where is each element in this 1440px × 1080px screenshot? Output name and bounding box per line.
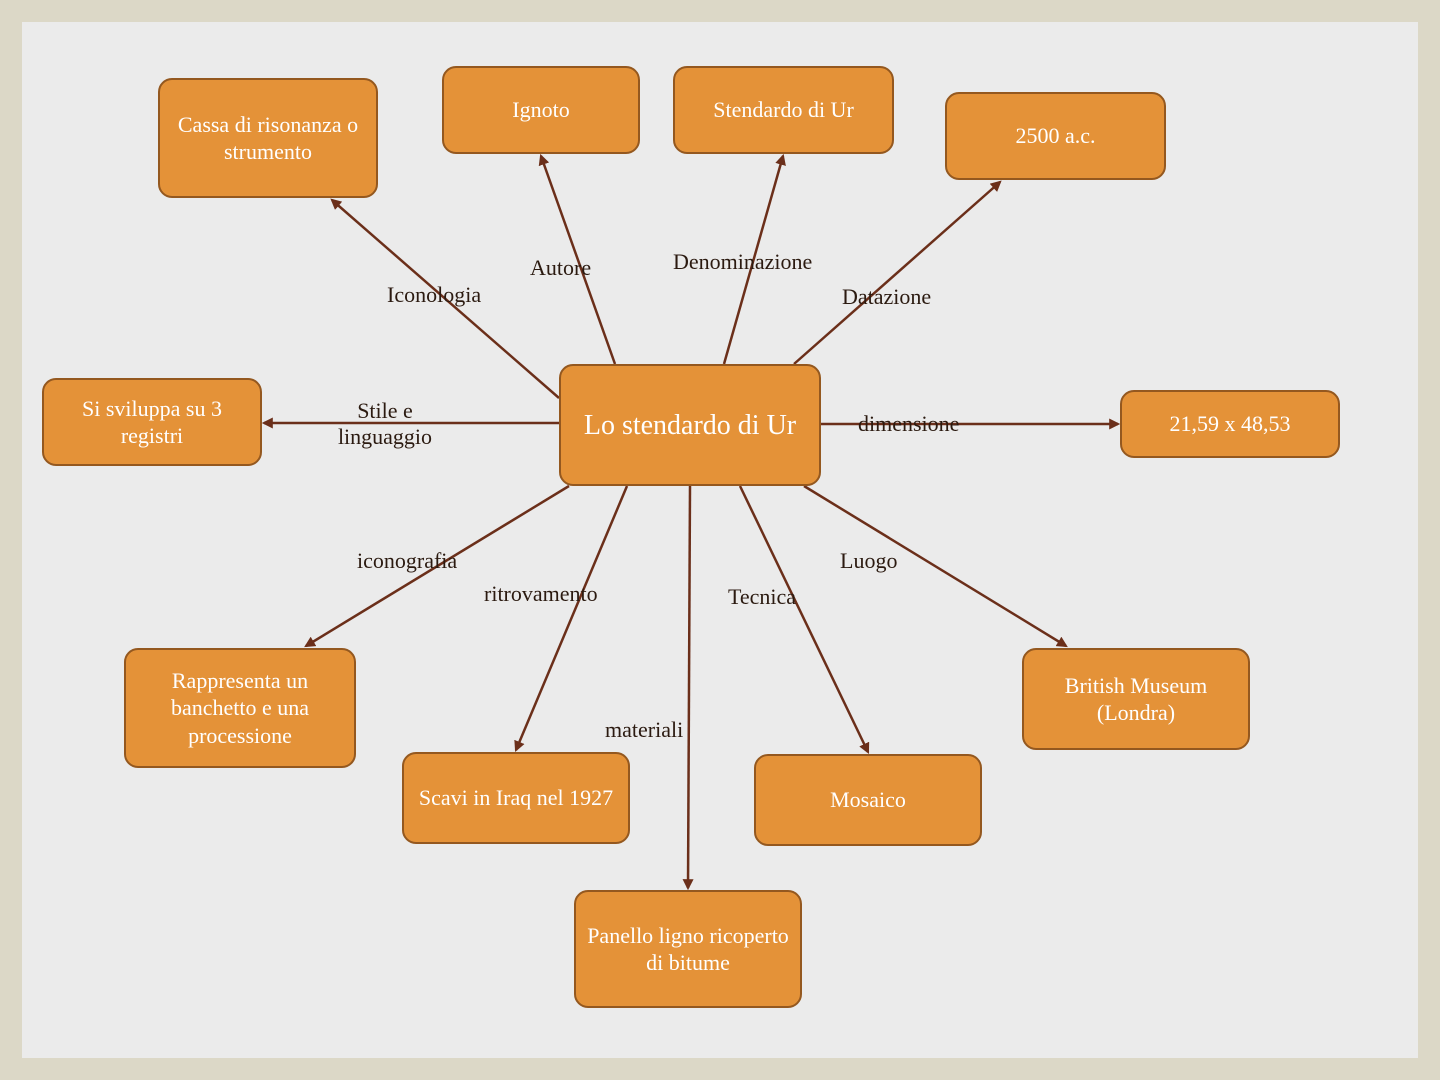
edge-label: Stile e linguaggio <box>325 398 445 450</box>
leaf-node-stile: Si sviluppa su 3 registri <box>42 378 262 466</box>
leaf-node-iconologia: Cassa di risonanza o strumento <box>158 78 378 198</box>
edge-label: iconografia <box>357 548 457 574</box>
leaf-node-ritrovamento: Scavi in Iraq nel 1927 <box>402 752 630 844</box>
node-label: Rappresenta un banchetto e una processio… <box>136 667 344 750</box>
leaf-node-luogo: British Museum (Londra) <box>1022 648 1250 750</box>
leaf-node-materiali: Panello ligno ricoperto di bitume <box>574 890 802 1008</box>
node-label: 21,59 x 48,53 <box>1170 410 1291 438</box>
edge-label: dimensione <box>858 411 959 437</box>
node-label: Lo stendardo di Ur <box>584 408 796 443</box>
edge-label: Datazione <box>842 284 931 310</box>
leaf-node-iconografia: Rappresenta un banchetto e una processio… <box>124 648 356 768</box>
node-label: Scavi in Iraq nel 1927 <box>419 784 613 812</box>
leaf-node-dimensione: 21,59 x 48,53 <box>1120 390 1340 458</box>
node-label: Panello ligno ricoperto di bitume <box>586 922 790 977</box>
node-label: Ignoto <box>512 96 569 124</box>
diagram-canvas: Autore Denominazione Datazione Iconologia St… <box>0 0 1440 1080</box>
node-label: Stendardo di Ur <box>713 96 854 124</box>
edge-label: Autore <box>530 255 591 281</box>
edge-label: Iconologia <box>387 282 481 308</box>
center-node: Lo stendardo di Ur <box>559 364 821 486</box>
leaf-node-ignoto: Ignoto <box>442 66 640 154</box>
leaf-node-denom: Stendardo di Ur <box>673 66 894 154</box>
node-label: 2500 a.c. <box>1015 122 1095 150</box>
edge-label: ritrovamento <box>484 581 598 607</box>
node-label: Si sviluppa su 3 registri <box>54 395 250 450</box>
node-label: Cassa di risonanza o strumento <box>170 111 366 166</box>
leaf-node-datazione: 2500 a.c. <box>945 92 1166 180</box>
edge-label: Tecnica <box>728 584 796 610</box>
leaf-node-tecnica: Mosaico <box>754 754 982 846</box>
node-label: British Museum (Londra) <box>1034 672 1238 727</box>
node-label: Mosaico <box>830 786 906 814</box>
edge-label: materiali <box>605 717 683 743</box>
edge-label: Denominazione <box>673 249 812 275</box>
edge-label: Luogo <box>840 548 897 574</box>
